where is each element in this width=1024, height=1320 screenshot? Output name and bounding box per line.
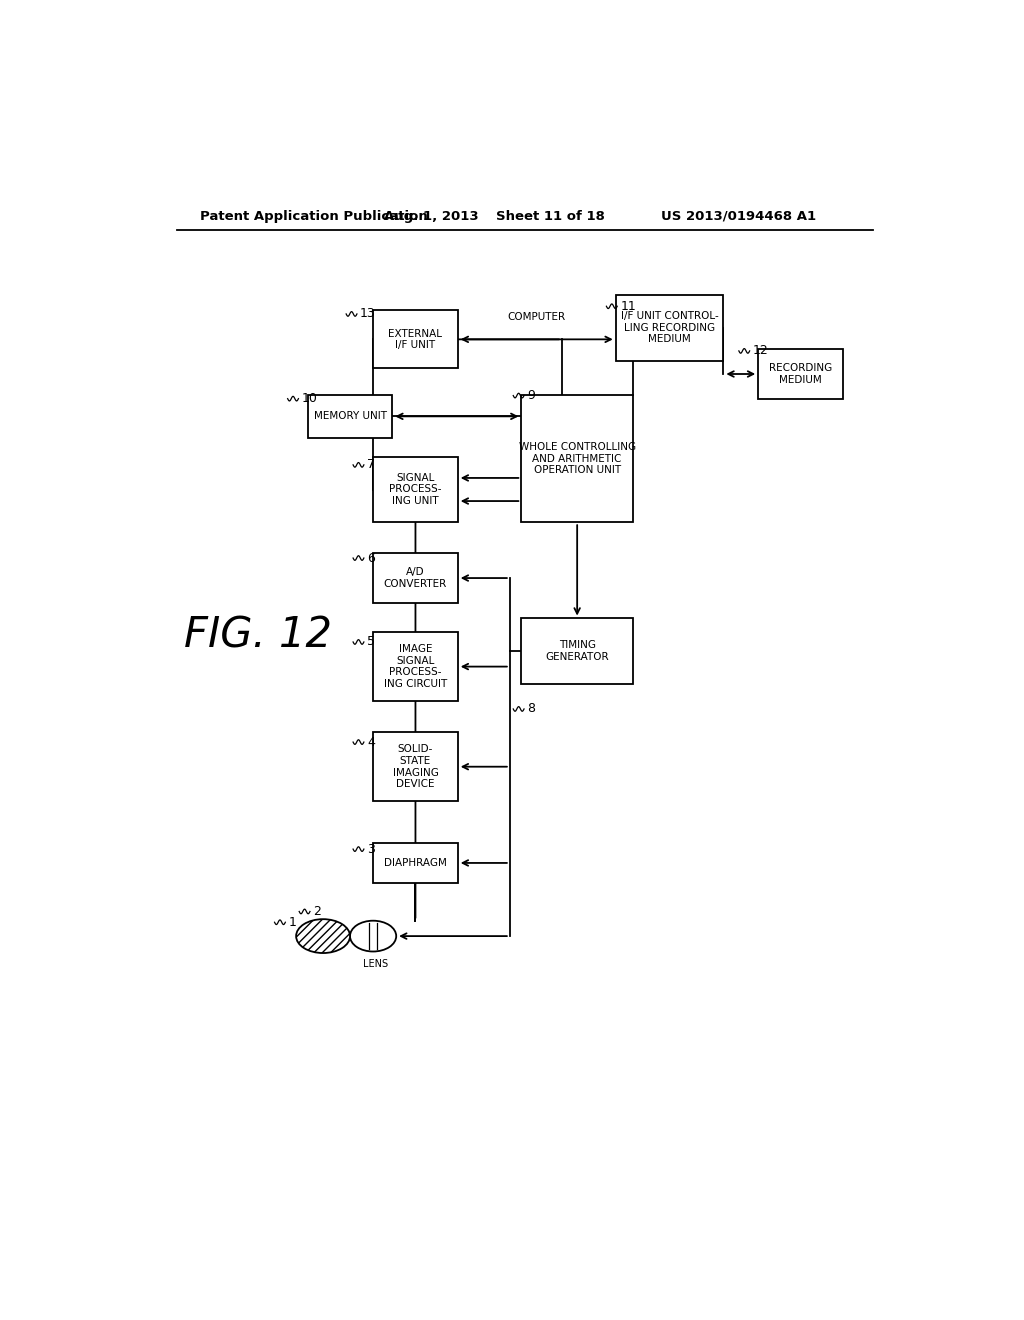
Text: 3: 3	[367, 842, 375, 855]
Text: 1: 1	[289, 916, 296, 929]
Text: 2: 2	[313, 906, 321, 917]
Text: FIG. 12: FIG. 12	[183, 615, 332, 657]
Bar	[373, 457, 458, 523]
Text: COMPUTER: COMPUTER	[508, 313, 566, 322]
Text: 8: 8	[527, 702, 536, 715]
Text: 11: 11	[621, 300, 636, 313]
Text: 10: 10	[301, 392, 317, 405]
Bar	[521, 619, 633, 684]
Text: SIGNAL
PROCESS-
ING UNIT: SIGNAL PROCESS- ING UNIT	[389, 473, 441, 506]
Text: WHOLE CONTROLLING
AND ARITHMETIC
OPERATION UNIT: WHOLE CONTROLLING AND ARITHMETIC OPERATI…	[518, 442, 636, 475]
Ellipse shape	[350, 921, 396, 952]
Bar	[373, 310, 458, 368]
Text: 4: 4	[367, 735, 375, 748]
Text: EXTERNAL
I/F UNIT: EXTERNAL I/F UNIT	[388, 329, 442, 350]
Text: 12: 12	[753, 345, 768, 358]
Text: 6: 6	[367, 552, 375, 565]
Bar	[521, 395, 633, 523]
Bar	[373, 553, 458, 603]
Bar	[373, 733, 458, 801]
Text: US 2013/0194468 A1: US 2013/0194468 A1	[662, 210, 816, 223]
Text: LENS: LENS	[362, 960, 388, 969]
Text: Patent Application Publication: Patent Application Publication	[200, 210, 428, 223]
Text: Aug. 1, 2013: Aug. 1, 2013	[384, 210, 478, 223]
Text: I/F UNIT CONTROL-
LING RECORDING
MEDIUM: I/F UNIT CONTROL- LING RECORDING MEDIUM	[621, 312, 719, 345]
Bar	[307, 395, 392, 437]
Bar	[615, 296, 724, 360]
Ellipse shape	[296, 919, 350, 953]
Text: RECORDING
MEDIUM: RECORDING MEDIUM	[769, 363, 833, 385]
Text: SOLID-
STATE
IMAGING
DEVICE: SOLID- STATE IMAGING DEVICE	[392, 744, 438, 789]
Text: 7: 7	[367, 458, 375, 471]
Text: IMAGE
SIGNAL
PROCESS-
ING CIRCUIT: IMAGE SIGNAL PROCESS- ING CIRCUIT	[384, 644, 447, 689]
Text: MEMORY UNIT: MEMORY UNIT	[313, 412, 386, 421]
Bar	[373, 843, 458, 883]
Text: 13: 13	[360, 308, 376, 321]
Text: 5: 5	[367, 635, 375, 648]
Bar	[758, 348, 843, 399]
Text: DIAPHRAGM: DIAPHRAGM	[384, 858, 446, 869]
Text: Sheet 11 of 18: Sheet 11 of 18	[496, 210, 604, 223]
Text: TIMING
GENERATOR: TIMING GENERATOR	[546, 640, 609, 663]
Bar	[373, 632, 458, 701]
Text: 9: 9	[527, 389, 535, 403]
Text: A/D
CONVERTER: A/D CONVERTER	[384, 568, 447, 589]
